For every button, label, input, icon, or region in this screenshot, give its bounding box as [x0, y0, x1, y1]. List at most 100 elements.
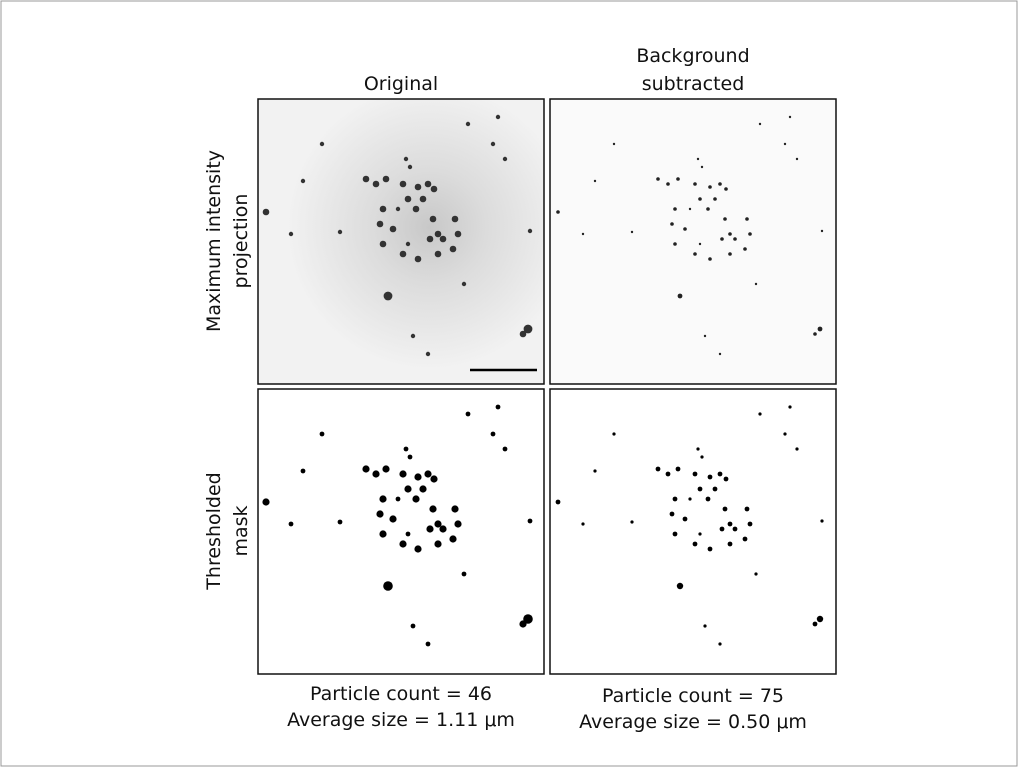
- particle: [395, 496, 401, 502]
- particle: [454, 230, 462, 238]
- row-label: mask: [230, 505, 252, 556]
- particle: [700, 455, 704, 459]
- particle: [426, 235, 434, 243]
- particle: [700, 165, 704, 169]
- particle: [706, 207, 710, 211]
- particle: [429, 505, 437, 513]
- particle: [788, 115, 792, 119]
- particle: [490, 431, 496, 437]
- particle: [410, 623, 416, 629]
- caption: Average size = 1.11 μm: [287, 709, 515, 731]
- particle: [666, 182, 670, 186]
- particle: [698, 532, 702, 536]
- particle: [754, 572, 758, 576]
- particle: [728, 232, 732, 236]
- particle: [414, 255, 422, 263]
- particle: [379, 495, 387, 503]
- particle: [419, 195, 427, 203]
- particle: [677, 293, 683, 299]
- particle: [612, 432, 616, 436]
- particle: [434, 540, 442, 548]
- particle: [337, 519, 343, 525]
- particle: [434, 230, 442, 238]
- particle: [527, 228, 533, 234]
- particle: [672, 531, 678, 537]
- particle: [405, 531, 411, 537]
- particle: [372, 180, 380, 188]
- particle: [454, 520, 462, 528]
- particle: [630, 230, 634, 234]
- particle: [744, 506, 750, 512]
- particle: [288, 231, 294, 237]
- particle: [813, 332, 817, 336]
- particle: [745, 217, 749, 221]
- particle: [705, 496, 711, 502]
- particle: [727, 541, 733, 547]
- image-panel: [549, 388, 837, 675]
- particle: [527, 518, 533, 524]
- particle: [379, 205, 387, 213]
- particle: [519, 620, 527, 628]
- particle: [449, 535, 457, 543]
- particle: [461, 281, 467, 287]
- particle: [717, 471, 723, 477]
- particle: [430, 475, 438, 483]
- particle: [724, 187, 728, 191]
- particle: [692, 541, 698, 547]
- particle: [412, 205, 420, 213]
- particle: [581, 232, 585, 236]
- particle: [696, 157, 700, 161]
- particle: [733, 237, 737, 241]
- particle: [465, 411, 471, 417]
- particle: [719, 526, 725, 532]
- particle: [672, 496, 678, 502]
- particle: [404, 485, 412, 493]
- particle: [495, 114, 501, 120]
- particle: [795, 447, 799, 451]
- particle: [410, 333, 416, 339]
- particle: [816, 615, 824, 623]
- image-panel: [549, 98, 837, 385]
- particle: [820, 229, 824, 233]
- particle: [743, 247, 747, 251]
- particle: [382, 465, 390, 473]
- particle: [593, 469, 597, 473]
- particle: [399, 470, 407, 478]
- row-label: Maximum intensity: [203, 150, 225, 332]
- particle: [676, 582, 684, 590]
- particle: [795, 157, 799, 161]
- particle: [399, 180, 407, 188]
- particle: [404, 195, 412, 203]
- particle: [465, 121, 471, 127]
- particle: [412, 495, 420, 503]
- particle: [262, 498, 270, 506]
- particle: [718, 642, 722, 646]
- particle: [723, 217, 727, 221]
- particle: [288, 521, 294, 527]
- particle: [523, 614, 533, 624]
- particle: [383, 291, 393, 301]
- particle: [712, 486, 718, 492]
- particle: [742, 536, 748, 542]
- particle: [723, 476, 729, 482]
- particle: [673, 207, 677, 211]
- particle: [727, 521, 733, 527]
- particle: [688, 497, 692, 501]
- particle: [337, 229, 343, 235]
- particle: [379, 240, 387, 248]
- particle: [817, 326, 823, 332]
- particle: [718, 182, 722, 186]
- particle: [362, 175, 370, 183]
- particle: [502, 156, 508, 162]
- particle: [698, 197, 702, 201]
- particle: [556, 210, 560, 214]
- particle: [319, 431, 325, 437]
- particle: [395, 206, 401, 212]
- particle: [754, 282, 758, 286]
- particle: [319, 141, 325, 147]
- particle: [656, 177, 660, 181]
- particle: [379, 530, 387, 538]
- particle: [703, 624, 707, 628]
- particle: [399, 540, 407, 548]
